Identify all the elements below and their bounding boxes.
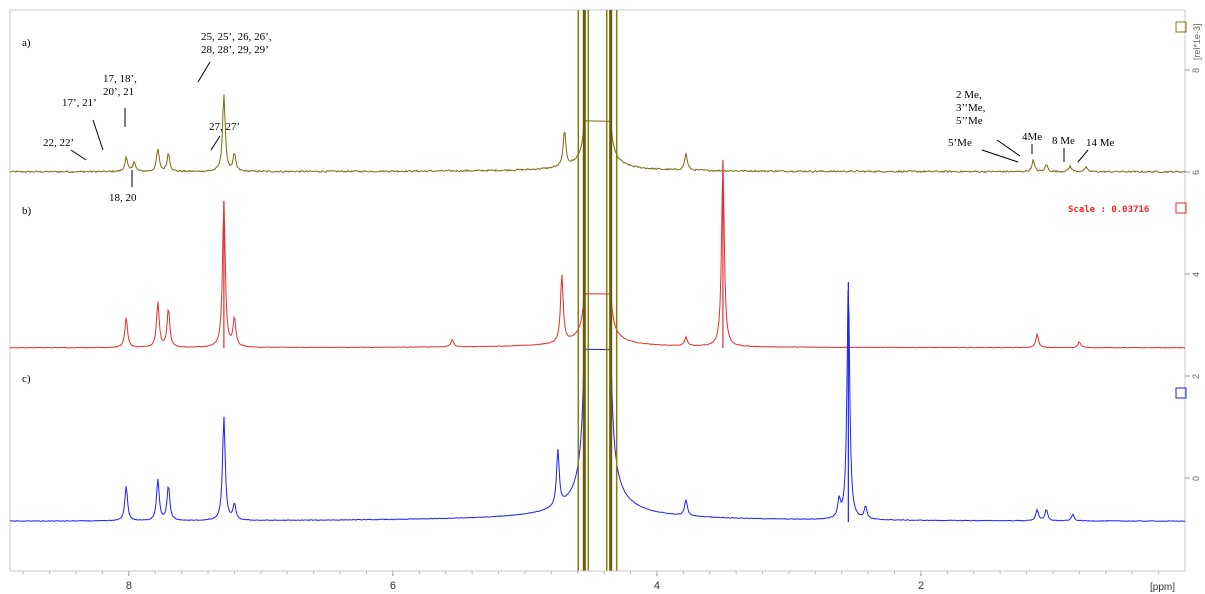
spectrum-line-a — [9, 94, 1186, 174]
right-tick-label-2: 2 — [1191, 374, 1201, 379]
annotation-text-4-1: 28, 28’, 29, 29’ — [201, 44, 269, 56]
right-axis-label: [rel*1e-3] — [1192, 23, 1202, 60]
x-tick-label-6: 6 — [390, 580, 396, 592]
x-tick-label-2: 2 — [918, 580, 924, 592]
annotation-text-10-0: 14 Me — [1086, 137, 1115, 149]
annotation-leader-10 — [1077, 149, 1089, 163]
annotation-text-2-0: 17, 18’, — [103, 73, 137, 85]
right-tick-label-0: 0 — [1191, 476, 1201, 481]
annotation-9: 8 Me — [1052, 135, 1075, 162]
annotation-5: 27, 27’ — [209, 121, 240, 151]
annotation-text-5-0: 27, 27’ — [209, 121, 240, 133]
annotation-10: 14 Me — [1077, 137, 1115, 163]
right-axis: 8 6 4 2 0 — [1185, 68, 1201, 481]
annotation-text-6-1: 3’’Me, — [956, 102, 986, 114]
panel-label-c: c) — [22, 373, 31, 385]
annotation-text-6-2: 5’’Me — [956, 115, 983, 127]
annotation-text-7-0: 5’Me — [948, 137, 972, 149]
panel-label-a: a) — [22, 37, 31, 49]
annotation-text-1-0: 17’, 21’ — [62, 97, 97, 109]
annotation-text-2-1: 20’, 21 — [103, 86, 134, 98]
spectra-layer — [9, 94, 1186, 522]
annotation-6: 2 Me,3’’Me,5’’Me — [956, 89, 1021, 157]
annotation-leader-6 — [996, 139, 1021, 157]
right-tick-label-6: 6 — [1191, 170, 1201, 175]
annotation-text-0-0: 22, 22’ — [43, 137, 74, 149]
panel-label-b: b) — [22, 205, 32, 217]
annotation-text-8-0: 4Me — [1022, 131, 1042, 143]
annotation-leader-5 — [210, 135, 221, 151]
annotation-text-4-0: 25, 25’, 26, 26’, — [201, 31, 272, 43]
x-tick-label-8: 8 — [126, 580, 132, 592]
x-tick-label-4: 4 — [654, 580, 660, 592]
annotation-3: 18, 20 — [109, 170, 137, 204]
annotation-0: 22, 22’ — [43, 137, 87, 161]
spectrum-b-scale-handle[interactable] — [1175, 202, 1187, 214]
annotation-text-3-0: 18, 20 — [109, 192, 137, 204]
scale-readout: Scale : 0.03716 — [1068, 205, 1149, 215]
annotation-8: 4Me — [1022, 131, 1042, 154]
annotation-2: 17, 18’,20’, 21 — [103, 73, 137, 127]
right-tick-label-8: 8 — [1191, 68, 1201, 73]
x-axis-unit-label: [ppm] — [1150, 582, 1175, 593]
annotation-leader-7 — [981, 149, 1019, 163]
annotation-text-9-0: 8 Me — [1052, 135, 1075, 147]
annotation-text-6-0: 2 Me, — [956, 89, 982, 101]
x-axis: 8 6 4 2 — [10, 570, 1185, 592]
annotation-leader-0 — [70, 149, 87, 161]
annotation-1: 17’, 21’ — [62, 97, 104, 151]
annotation-leader-4 — [197, 61, 211, 83]
right-tick-label-4: 4 — [1191, 272, 1201, 277]
spectrum-a-handle[interactable] — [1175, 21, 1187, 33]
plot-frame — [9, 9, 1186, 572]
spectrum-c-handle[interactable] — [1175, 387, 1187, 399]
solvent-region — [577, 10, 618, 571]
annotation-7: 5’Me — [948, 137, 1019, 163]
spectrum-line-b — [9, 159, 1186, 349]
annotation-4: 25, 25’, 26, 26’,28, 28’, 29, 29’ — [197, 31, 272, 83]
peak-annotations: 22, 22’ 17’, 21’ 17, 18’,20’, 21 18, 20 25, … — [43, 31, 1115, 204]
spectrum-line-c — [9, 290, 1186, 522]
annotation-leader-1 — [92, 119, 104, 151]
